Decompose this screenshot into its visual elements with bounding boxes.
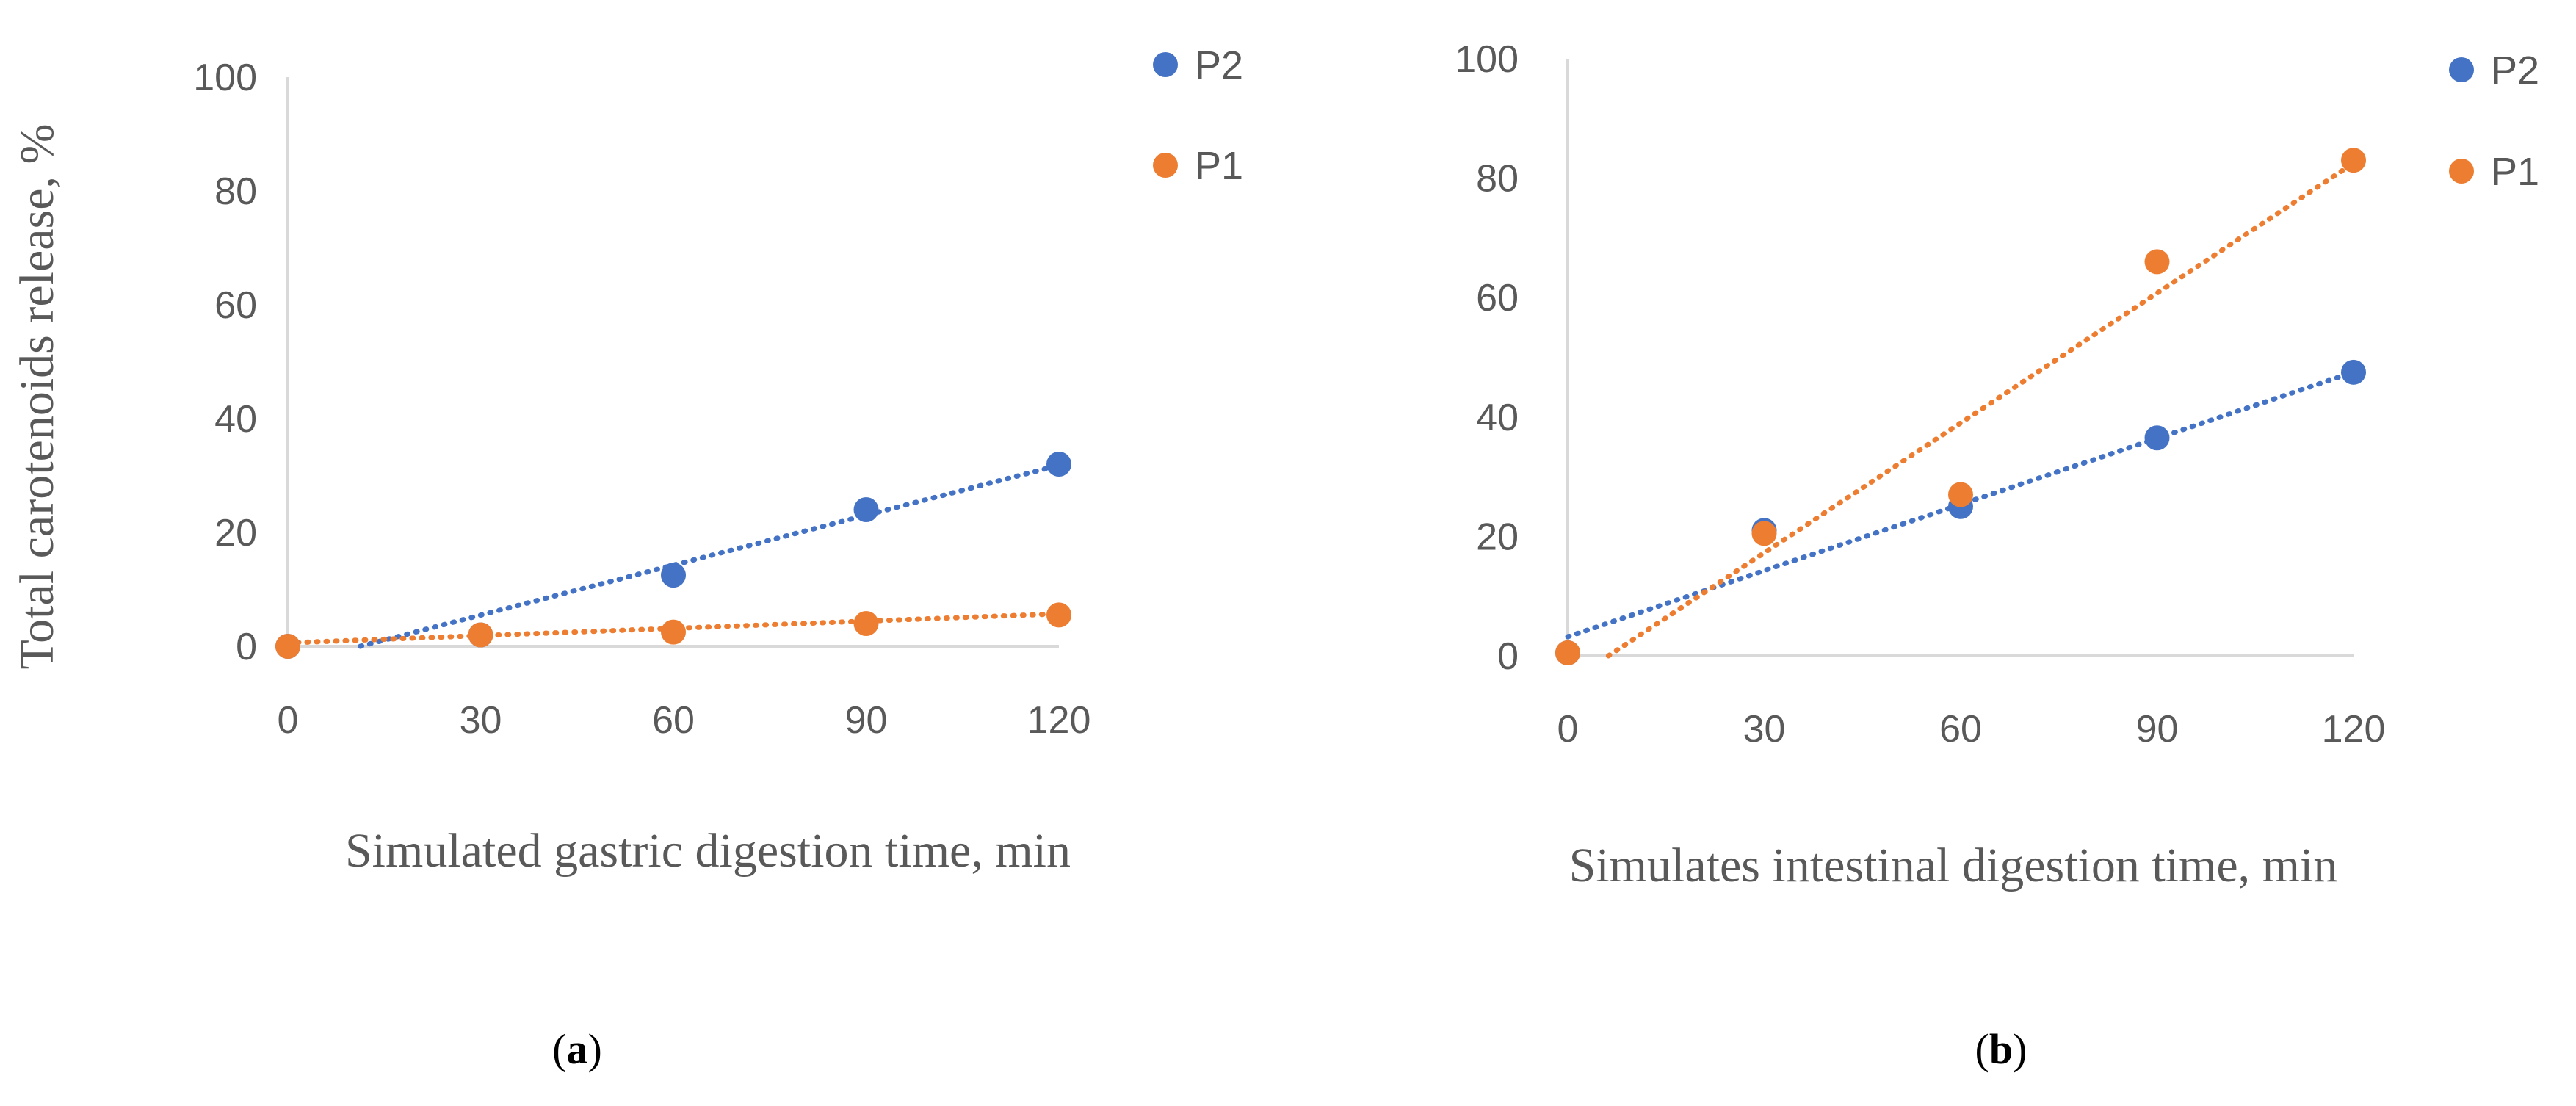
legend-marker-p1 [1153, 153, 1178, 178]
y-tick-label: 80 [214, 170, 257, 213]
x-tick-label: 30 [1743, 708, 1786, 751]
legend-label-p2: P2 [1195, 43, 1243, 87]
chart-a: 0 20 40 60 80 100 0 30 60 90 120 Simulated gastric … [10, 43, 1243, 878]
point-p2 [853, 497, 879, 522]
trendline-p1 [1605, 160, 2356, 659]
point-p1 [1948, 482, 1973, 507]
x-axis-title: Simulated gastric digestion time, min [345, 824, 1071, 878]
y-tick-label: 20 [214, 512, 257, 554]
panel-label-a: (a) [552, 1025, 602, 1073]
x-tick-label: 90 [845, 699, 888, 742]
y-tick-label: 60 [214, 284, 257, 327]
x-tick-label: 0 [1557, 708, 1579, 751]
y-tick-label: 40 [214, 398, 257, 441]
legend-marker-p1 [2449, 159, 2474, 184]
y-tick-label: 40 [1476, 397, 1519, 439]
point-p1 [2144, 249, 2170, 275]
legend-label-p1: P1 [2491, 150, 2539, 194]
panel-label-b: (b) [1975, 1025, 2027, 1073]
point-p2 [2341, 359, 2366, 385]
point-p1 [1751, 521, 1777, 546]
trendline-p2 [358, 463, 1062, 649]
y-tick-label: 100 [1455, 38, 1519, 81]
legend-label-p2: P2 [2491, 48, 2539, 93]
y-tick-label: 80 [1476, 158, 1519, 200]
x-tick-label: 0 [278, 699, 299, 742]
x-tick-label: 120 [2322, 708, 2386, 751]
point-p1 [1046, 602, 1071, 628]
legend-label-p1: P1 [1195, 144, 1243, 188]
point-p1 [275, 634, 300, 659]
point-p1 [1555, 640, 1580, 665]
legend-marker-p2 [1153, 52, 1178, 77]
point-p1 [853, 611, 879, 636]
y-axis-title: Total carotenoids release, % [10, 123, 64, 669]
chart-b: 0 20 40 60 80 100 0 30 60 90 120 Simulates intestin… [1455, 38, 2539, 892]
y-tick-label: 60 [1476, 277, 1519, 319]
x-tick-label: 90 [2136, 708, 2179, 751]
point-p1 [2341, 148, 2366, 173]
point-p2 [661, 563, 686, 588]
point-p1 [661, 619, 686, 645]
point-p1 [468, 622, 493, 648]
x-tick-label: 60 [1939, 708, 1982, 751]
y-tick-label: 0 [236, 626, 257, 668]
x-tick-label: 60 [652, 699, 695, 742]
point-p2 [1046, 452, 1071, 477]
point-p2 [2144, 425, 2170, 451]
x-axis-title: Simulates intestinal digestion time, min [1569, 839, 2338, 892]
y-tick-label: 100 [193, 57, 257, 99]
legend-marker-p2 [2449, 57, 2474, 82]
y-tick-label: 0 [1497, 635, 1519, 678]
x-tick-label: 30 [460, 699, 502, 742]
x-tick-label: 120 [1027, 699, 1091, 742]
y-tick-label: 20 [1476, 516, 1519, 558]
